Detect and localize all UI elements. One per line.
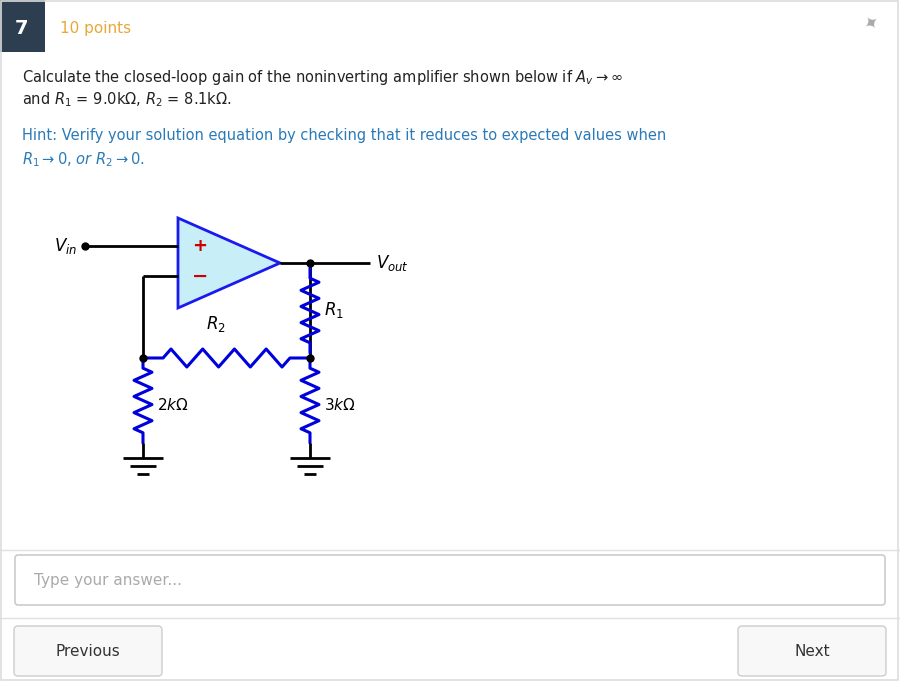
Text: $3k\Omega$: $3k\Omega$ [324, 397, 356, 413]
Text: 7: 7 [15, 18, 29, 38]
Text: +: + [193, 237, 208, 255]
Text: $V_{in}$: $V_{in}$ [54, 236, 77, 256]
Text: −: − [192, 267, 208, 286]
FancyBboxPatch shape [738, 626, 886, 676]
Text: 10 points: 10 points [60, 20, 131, 35]
Text: and $R_1$ = 9.0k$\Omega$, $R_2$ = 8.1k$\Omega$.: and $R_1$ = 9.0k$\Omega$, $R_2$ = 8.1k$\… [22, 90, 231, 108]
Text: Calculate the closed-loop gain of the noninverting amplifier shown below if $A_v: Calculate the closed-loop gain of the no… [22, 68, 623, 87]
Text: $R_1 \rightarrow 0$, $or$ $R_2 \rightarrow 0$.: $R_1 \rightarrow 0$, $or$ $R_2 \rightarr… [22, 150, 145, 168]
Text: Next: Next [794, 644, 830, 659]
FancyBboxPatch shape [14, 626, 162, 676]
Text: $R_2$: $R_2$ [206, 314, 226, 334]
Text: $R_1$: $R_1$ [324, 300, 344, 320]
Text: Hint: Verify your solution equation by checking that it reduces to expected valu: Hint: Verify your solution equation by c… [22, 128, 666, 143]
Text: Previous: Previous [56, 644, 121, 659]
Text: $V_{out}$: $V_{out}$ [376, 253, 409, 273]
Text: Type your answer...: Type your answer... [34, 572, 182, 587]
FancyBboxPatch shape [0, 0, 45, 52]
FancyBboxPatch shape [15, 555, 885, 605]
Polygon shape [178, 218, 280, 308]
Text: $2k\Omega$: $2k\Omega$ [157, 397, 189, 413]
Text: ✦: ✦ [860, 12, 884, 35]
